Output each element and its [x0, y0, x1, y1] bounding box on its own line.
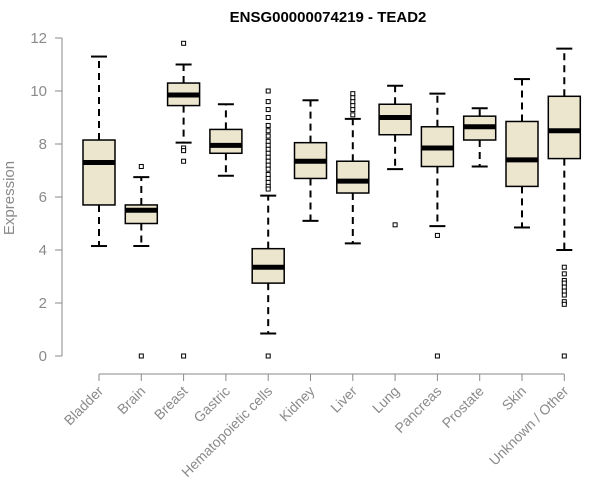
iqr-box — [124, 204, 159, 225]
outlier-point — [561, 353, 567, 359]
y-tick-label: 8 — [39, 136, 47, 153]
box-11 — [547, 47, 582, 359]
outlier-point — [265, 99, 271, 105]
outlier-point — [265, 175, 271, 181]
iqr-box — [82, 139, 116, 206]
y-tick-label: 12 — [30, 30, 47, 47]
outlier-point — [181, 353, 187, 359]
y-tick-label: 0 — [39, 348, 47, 365]
x-category-label: Bladder — [61, 383, 107, 429]
y-tick-label: 6 — [39, 189, 47, 206]
outlier-point — [434, 232, 440, 238]
iqr-box — [336, 160, 370, 194]
outlier-point — [181, 148, 187, 154]
box-6 — [336, 91, 370, 245]
outlier-point — [265, 162, 271, 168]
outlier-point — [561, 292, 567, 298]
outlier-point — [561, 271, 567, 277]
outlier-point — [561, 301, 567, 307]
outlier-point — [265, 128, 271, 134]
outlier-point — [265, 150, 271, 156]
outlier-point — [350, 95, 356, 101]
outlier-point — [265, 138, 271, 144]
outlier-point — [265, 115, 271, 120]
x-category-label: Pancreas — [391, 383, 444, 436]
y-axis-label: Expression — [1, 161, 18, 235]
outlier-point — [350, 112, 356, 118]
box-8 — [420, 92, 455, 359]
x-category-label: Skin — [499, 383, 530, 414]
outlier-point — [265, 171, 271, 177]
outlier-point — [265, 179, 271, 185]
outlier-point — [561, 284, 567, 290]
outlier-point — [265, 353, 271, 359]
y-tick-label: 4 — [39, 242, 47, 259]
outlier-point — [181, 158, 187, 164]
x-category-label: Prostate — [439, 383, 487, 431]
outlier-point — [138, 353, 144, 359]
iqr-box — [505, 120, 539, 188]
outlier-point — [350, 99, 356, 105]
box-5 — [293, 99, 328, 222]
box-2 — [166, 40, 201, 359]
outlier-point — [265, 122, 271, 128]
box-10 — [505, 78, 539, 229]
outlier-point — [181, 40, 187, 46]
outlier-point — [265, 142, 271, 148]
outlier-point — [350, 91, 356, 97]
y-axis: 0 2 4 6 8 10 12 — [30, 30, 63, 365]
box-0 — [82, 55, 116, 248]
outlier-point — [138, 164, 144, 170]
outlier-point — [265, 158, 271, 164]
box-7 — [378, 84, 412, 228]
outlier-point — [265, 133, 271, 139]
chart-title: ENSG00000074219 - TEAD2 — [230, 9, 427, 26]
y-tick-label: 10 — [30, 83, 47, 100]
outlier-point — [350, 107, 356, 113]
outlier-point — [265, 186, 271, 192]
x-category-label: Brain — [114, 383, 148, 417]
box-4 — [251, 88, 285, 359]
x-category-label: Unknown / Other — [486, 383, 572, 469]
outlier-point — [265, 107, 271, 113]
x-category-label: Kidney — [276, 383, 318, 425]
x-category-label: Lung — [369, 383, 402, 416]
box-1 — [124, 164, 159, 359]
outlier-point — [350, 103, 356, 109]
outlier-point — [265, 154, 271, 160]
box-3 — [209, 103, 243, 177]
box-9 — [462, 107, 497, 168]
x-category-label: Breast — [151, 383, 191, 423]
boxes-group — [82, 40, 582, 359]
y-tick-label: 2 — [39, 295, 47, 312]
outlier-point — [392, 222, 398, 228]
iqr-box — [209, 128, 243, 155]
x-category-label: Liver — [327, 383, 360, 416]
outlier-point — [561, 264, 567, 270]
outlier-point — [265, 166, 271, 172]
outlier-point — [434, 353, 440, 359]
outlier-point — [561, 288, 567, 294]
outlier-point — [265, 88, 271, 94]
outlier-point — [561, 280, 567, 286]
iqr-box — [547, 95, 582, 160]
outlier-point — [265, 146, 271, 152]
